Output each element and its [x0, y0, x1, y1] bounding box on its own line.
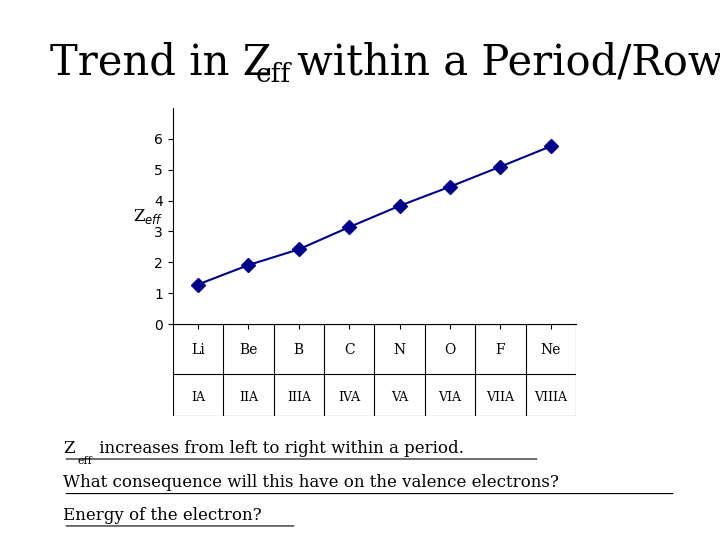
Text: IA: IA	[191, 391, 205, 404]
Text: Trend in Z: Trend in Z	[50, 41, 272, 83]
Text: B: B	[294, 343, 304, 357]
Text: Energy of the electron?: Energy of the electron?	[63, 507, 262, 524]
Text: VIA: VIA	[438, 391, 462, 404]
Text: N: N	[394, 343, 405, 357]
Text: IVA: IVA	[338, 391, 360, 404]
Text: IIIA: IIIA	[287, 391, 311, 404]
Text: F: F	[495, 343, 505, 357]
Text: IIA: IIA	[239, 391, 258, 404]
Text: eff: eff	[78, 456, 92, 466]
Text: within a Period/Row: within a Period/Row	[284, 41, 720, 83]
Text: O: O	[444, 343, 456, 357]
Text: increases from left to right within a period.: increases from left to right within a pe…	[94, 440, 464, 457]
Text: Z: Z	[63, 440, 75, 457]
Text: C: C	[344, 343, 354, 357]
Y-axis label: Z$_{eff}$: Z$_{eff}$	[133, 206, 164, 226]
Text: Be: Be	[239, 343, 258, 357]
Text: Li: Li	[191, 343, 205, 357]
Text: VIIIA: VIIIA	[534, 391, 567, 404]
Text: What consequence will this have on the valence electrons?: What consequence will this have on the v…	[63, 474, 559, 491]
Text: Ne: Ne	[541, 343, 561, 357]
Text: VIIA: VIIA	[487, 391, 514, 404]
Text: eff: eff	[256, 63, 291, 87]
Text: VA: VA	[391, 391, 408, 404]
